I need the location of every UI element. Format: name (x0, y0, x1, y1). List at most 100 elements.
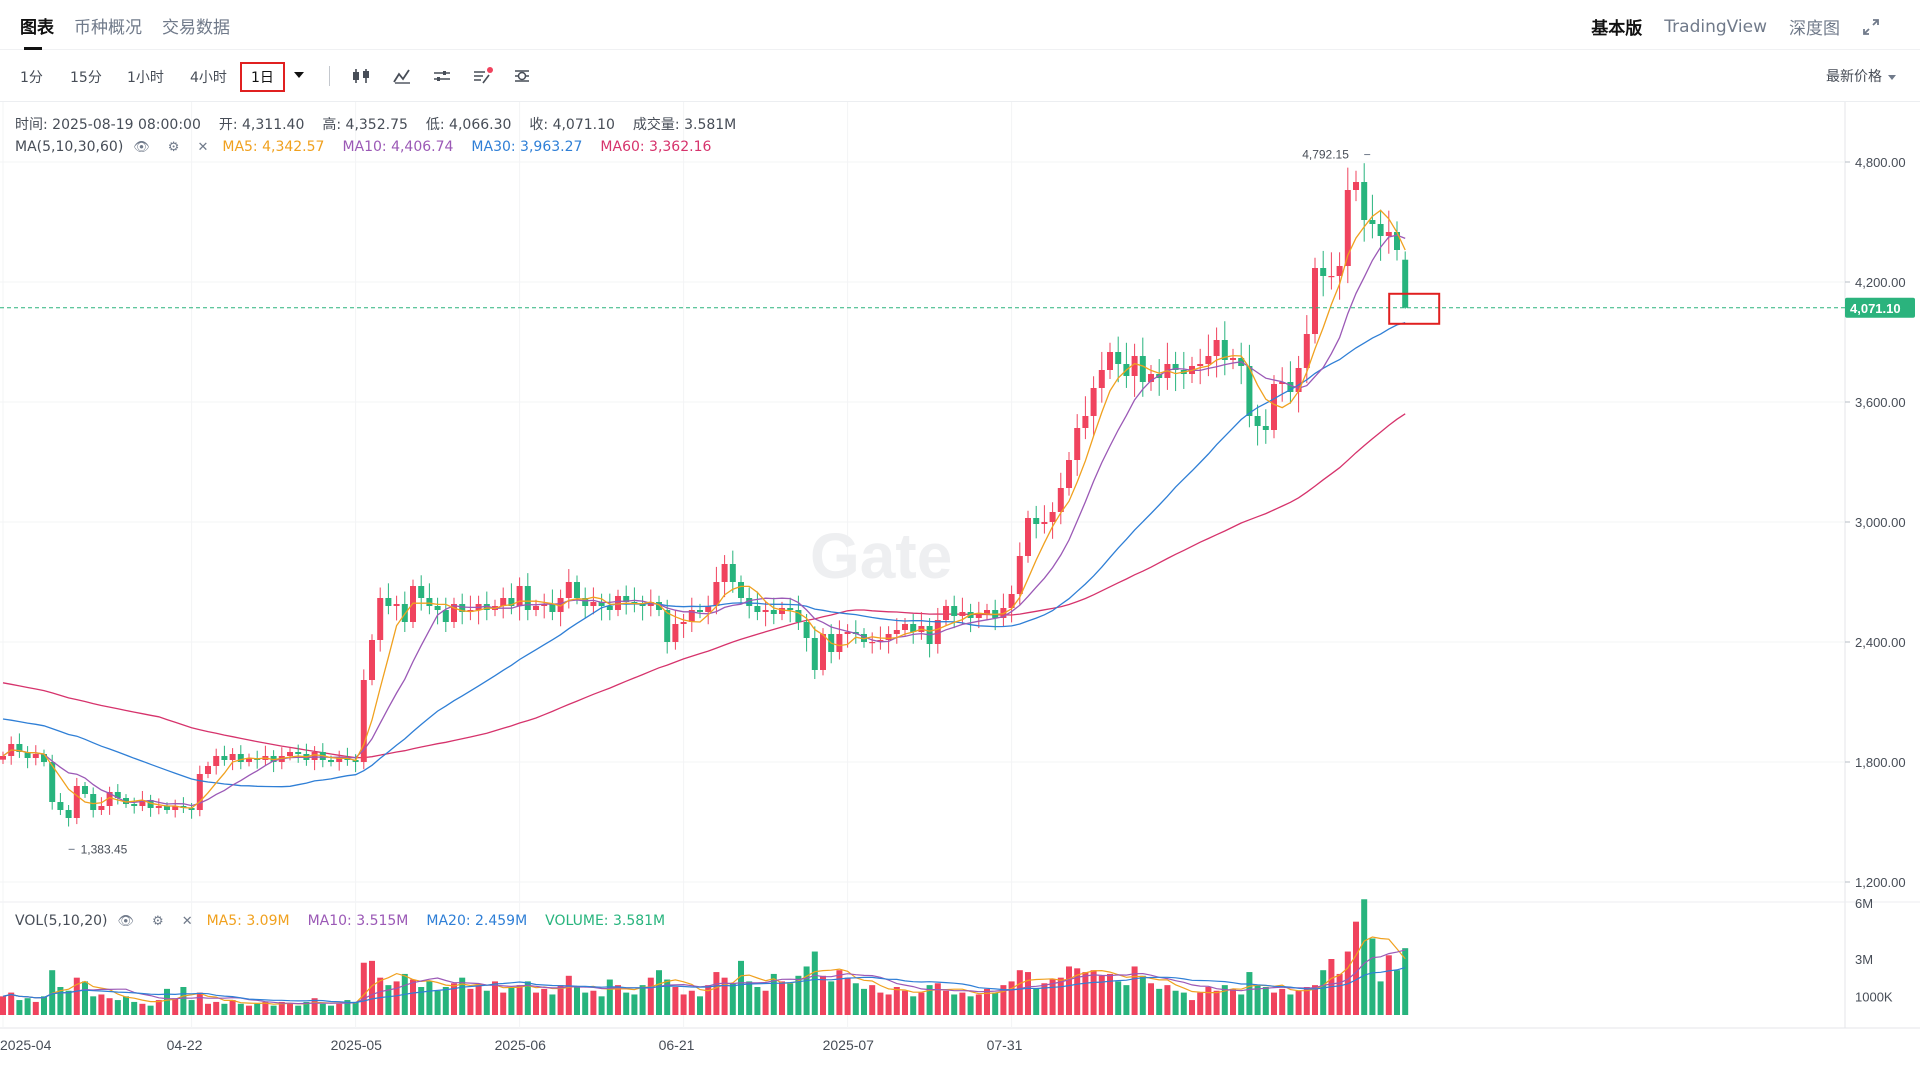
volume-bar (820, 975, 826, 1015)
drawing-tools-icon[interactable] (471, 66, 493, 86)
volume-bar (672, 987, 679, 1015)
candle (57, 802, 64, 810)
volume-bar (475, 985, 482, 1015)
volume-bar (1254, 985, 1261, 1015)
vol-ma5-line (2, 936, 1406, 1005)
volume-bar (951, 994, 958, 1015)
volume-bar (1148, 983, 1154, 1015)
volume-bar (336, 1003, 343, 1015)
timeframe-1m[interactable]: 1分 (20, 70, 43, 86)
volume-bar (656, 970, 662, 1015)
volume-bar (1000, 985, 1007, 1015)
volume-bar (787, 983, 794, 1015)
timeframe-1d[interactable]: 1日 (240, 62, 285, 92)
candle (246, 758, 252, 762)
candle (1271, 384, 1277, 430)
ma30-line (2, 321, 1406, 788)
volume-bar (910, 996, 917, 1015)
timeframe-1h[interactable]: 1小时 (127, 70, 164, 86)
candle (164, 806, 170, 810)
candle (820, 634, 826, 670)
volume-bars (0, 899, 1409, 1015)
candle (196, 774, 203, 810)
top-bar: 图表 币种概况 交易数据 基本版 TradingView 深度图 (0, 0, 1920, 50)
volume-bar (524, 981, 531, 1015)
eye-icon[interactable]: 👁 (117, 914, 135, 929)
volume-bar (123, 996, 129, 1015)
volume-bar (90, 996, 97, 1015)
volume-bar (393, 981, 400, 1015)
ohlc-time: 时间: 2025-08-19 08:00:00 (15, 117, 201, 133)
volume-bar (24, 998, 31, 1015)
price-label: 4,200.00 (1855, 275, 1906, 290)
candle (237, 754, 244, 762)
candle (229, 754, 236, 760)
price-type-select[interactable]: 最新价格 (1826, 66, 1896, 86)
timeframe-15m[interactable]: 15分 (70, 70, 102, 86)
tab-trading-data[interactable]: 交易数据 (162, 18, 230, 38)
volume-bar (1066, 966, 1072, 1015)
high-marker-label: 4,792.15 (1302, 148, 1349, 162)
chevron-down-icon (1888, 74, 1896, 80)
candle (442, 610, 449, 622)
candle (1098, 370, 1105, 388)
settings-icon[interactable]: ⚙ (152, 914, 164, 929)
candle (0, 756, 6, 760)
candle (524, 586, 531, 610)
volume-bar (1369, 938, 1376, 1015)
eye-icon[interactable]: 👁 (133, 140, 150, 155)
candle (73, 786, 80, 818)
candle (188, 808, 195, 810)
timeframe-dropdown-icon[interactable] (294, 72, 304, 78)
volume-bar (155, 1000, 162, 1015)
candle (959, 612, 966, 616)
volume-bar (164, 988, 170, 1015)
tradingview-link[interactable]: TradingView (1664, 16, 1767, 37)
volume-bar (1164, 985, 1171, 1015)
depth-chart-link[interactable]: 深度图 (1789, 19, 1840, 39)
close-icon[interactable]: ✕ (181, 914, 193, 929)
volume-bar (762, 990, 769, 1015)
volume-bar (852, 983, 859, 1015)
indicator-icon[interactable] (391, 66, 413, 86)
price-axis: 4,800.00 4,200.00 3,600.00 3,000.00 2,400.00… (0, 148, 1915, 1053)
candle (910, 624, 917, 632)
volume-bar (557, 985, 564, 1015)
volume-bar (1385, 955, 1392, 1015)
fullscreen-icon[interactable] (1862, 18, 1880, 36)
candlestick-chart[interactable]: Gate 4,800.00 4,200.00 3,600.00 3,000.00 2,4… (0, 102, 1920, 1080)
candle (369, 640, 375, 680)
volume-bar (1336, 973, 1343, 1015)
candle (729, 564, 736, 582)
tab-chart[interactable]: 图表 (20, 13, 54, 50)
volume-bar (311, 998, 318, 1015)
candle (1303, 334, 1310, 368)
tab-coin-overview[interactable]: 币种概况 (74, 18, 142, 38)
volume-bar (32, 1001, 39, 1015)
volume-axis-label: 3M (1855, 952, 1873, 967)
candle (1197, 364, 1204, 366)
date-label: 2025-07 (823, 1037, 875, 1053)
settings-sliders-icon[interactable] (431, 66, 453, 86)
settings-icon[interactable]: ⚙ (167, 140, 180, 155)
candle (1353, 182, 1359, 190)
volume-bar (41, 996, 47, 1015)
volume-bar (278, 1001, 285, 1015)
timeframe-4h[interactable]: 4小时 (190, 70, 227, 86)
volume-bar (65, 990, 72, 1015)
ohlc-high: 高: 4,352.75 (322, 117, 408, 133)
volume-bar (1205, 987, 1212, 1015)
candle (1246, 366, 1253, 416)
candle (500, 598, 507, 606)
close-icon[interactable]: ✕ (197, 140, 209, 155)
ma10-value: MA10: 4,406.74 (342, 139, 454, 155)
candle (754, 606, 761, 612)
compare-icon[interactable] (511, 66, 533, 86)
chart-canvas[interactable]: Gate 4,800.00 4,200.00 3,600.00 3,000.00 2,4… (0, 102, 1920, 1080)
candle (1066, 460, 1072, 488)
volume-bar (697, 996, 703, 1015)
volume-bar (0, 996, 6, 1015)
candle-type-icon[interactable] (350, 66, 372, 86)
basic-version-link[interactable]: 基本版 (1591, 19, 1643, 39)
volume-bar (516, 985, 523, 1015)
